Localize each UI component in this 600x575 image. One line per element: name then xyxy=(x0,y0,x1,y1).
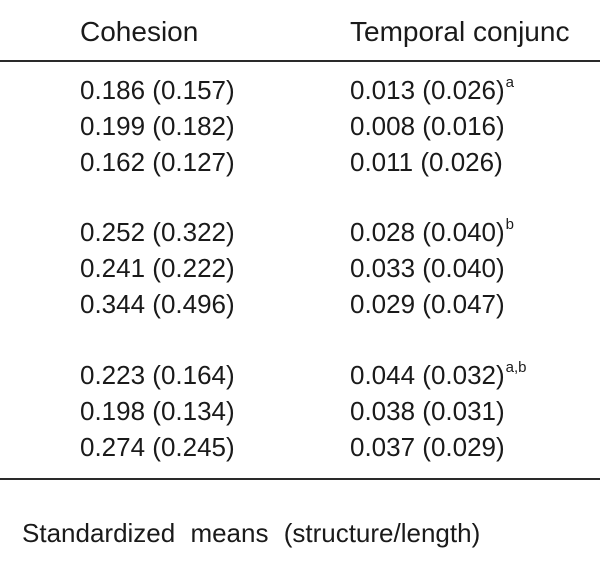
cell-cohesion-5: 0.241 (0.222) xyxy=(80,253,235,283)
cell-temporal-5: 0.033 (0.040) xyxy=(350,253,505,283)
table-bottom-rule xyxy=(0,478,600,480)
table-top-rule xyxy=(0,60,600,62)
column-header-temporal-conjunction: Temporal conjunc xyxy=(350,16,570,47)
footnote-marker: a xyxy=(505,74,515,91)
cell-cohesion-4: 0.252 (0.322) xyxy=(80,217,235,247)
cell-temporal-7: 0.044 (0.032)a,b xyxy=(350,359,527,390)
cell-cohesion-6: 0.344 (0.496) xyxy=(80,289,235,319)
column-header-cohesion: Cohesion xyxy=(80,16,199,47)
cell-temporal-6: 0.029 (0.047) xyxy=(350,289,505,319)
cell-temporal-9: 0.037 (0.029) xyxy=(350,432,505,462)
cell-temporal-3: 0.011 (0.026) xyxy=(350,147,503,177)
cell-temporal-4: 0.028 (0.040)b xyxy=(350,216,515,247)
table-footer-caption: Standardized means (structure/length) xyxy=(22,518,481,548)
cell-cohesion-7: 0.223 (0.164) xyxy=(80,360,235,390)
cell-temporal-1: 0.013 (0.026)a xyxy=(350,74,515,105)
cell-cohesion-3: 0.162 (0.127) xyxy=(80,147,235,177)
cell-cohesion-8: 0.198 (0.134) xyxy=(80,396,235,426)
footnote-marker: b xyxy=(505,216,515,233)
footnote-marker: a,b xyxy=(505,359,527,376)
cell-cohesion-9: 0.274 (0.245) xyxy=(80,432,235,462)
cell-cohesion-1: 0.186 (0.157) xyxy=(80,75,235,105)
cell-cohesion-2: 0.199 (0.182) xyxy=(80,111,235,141)
cell-temporal-2: 0.008 (0.016) xyxy=(350,111,505,141)
cell-temporal-8: 0.038 (0.031) xyxy=(350,396,505,426)
